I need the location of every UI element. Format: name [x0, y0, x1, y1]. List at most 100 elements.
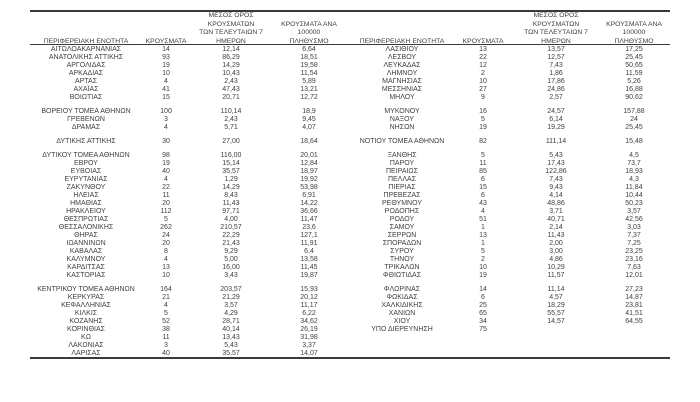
- cases-cell: 93: [162, 54, 170, 61]
- region-group: ΔΥΤΙΚΟΥ ΤΟΜΕΑ ΑΘΗΝΩΝ 98 116,00 20,01 ΕΒΡΟΥ 19…: [30, 152, 346, 280]
- per-100k-cell: 4,5: [629, 152, 639, 159]
- per-100k-cell: 11,54: [300, 70, 318, 77]
- region-cell: ΚΕΦΑΛΛΗΝΙΑΣ: [61, 302, 111, 309]
- per-100k-cell: 90,62: [625, 94, 643, 101]
- per-100k-cell: 18,97: [300, 168, 318, 175]
- region-cell: ΑΧΑΪΑΣ: [73, 86, 99, 93]
- cases-cell: 4: [164, 124, 168, 131]
- avg-7day-cell: 16,00: [222, 264, 240, 271]
- cases-cell: 8: [164, 248, 168, 255]
- cases-cell: 24: [162, 232, 170, 239]
- avg-7day-cell: 3,43: [224, 272, 238, 279]
- table-row: ΔΥΤΙΚΟΥ ΤΟΜΕΑ ΑΘΗΝΩΝ 98 116,00 20,01: [30, 152, 346, 160]
- per-100k-cell: 15,48: [625, 138, 643, 145]
- avg-7day-cell: 15,14: [222, 160, 240, 167]
- cases-cell: 10: [162, 70, 170, 77]
- cases-cell: 4: [481, 208, 485, 215]
- avg-7day-cell: 19,29: [547, 124, 565, 131]
- region-cell: ΛΕΣΒΟΥ: [387, 54, 417, 61]
- region-cell: ΧΙΟΥ: [393, 318, 411, 325]
- table-row: ΝΗΣΩΝ 19 19,29 25,45: [352, 124, 670, 132]
- column-header-avg7days: ΜΕΣΟΣ ΟΡΟΣ ΚΡΟΥΣΜΑΤΩΝ ΤΩΝ ΤΕΛΕΥΤΑΙΩΝ 7 Η…: [514, 12, 598, 46]
- region-group: ΦΛΩΡΙΝΑΣ 14 11,14 27,23 ΦΩΚΙΔΑΣ 6 4,57 14,87 ΧΑΛ…: [352, 286, 670, 334]
- cases-cell: 13: [162, 264, 170, 271]
- avg-7day-cell: 5,00: [224, 256, 238, 263]
- region-cell: ΙΩΑΝΝΙΝΩΝ: [66, 240, 106, 247]
- table-row: ΕΥΡΥΤΑΝΙΑΣ 4 1,29 19,92: [30, 176, 346, 184]
- column-header-cases-label: ΚΡΟΥΣΜΑΤΑ: [462, 37, 504, 45]
- per-100k-cell: 41,51: [625, 310, 643, 317]
- region-cell: ΝΟΤΙΟΥ ΤΟΜΕΑ ΑΘΗΝΩΝ: [359, 138, 445, 145]
- region-cell: ΣΕΡΡΩΝ: [387, 232, 417, 239]
- per-100k-cell: 27,23: [625, 286, 643, 293]
- table-row: ΚΑΛΥΜΝΟΥ 4 5,00 13,58: [30, 256, 346, 264]
- avg-7day-cell: 2,14: [549, 224, 563, 231]
- cases-cell: 3: [164, 116, 168, 123]
- cases-cell: 262: [160, 224, 172, 231]
- region-cell: ΚΑΛΥΜΝΟΥ: [66, 256, 106, 263]
- avg-7day-cell: 55,57: [547, 310, 565, 317]
- cases-cell: 12: [479, 62, 487, 69]
- per-100k-cell: 6,64: [302, 46, 316, 53]
- per-100k-cell: 20,01: [300, 152, 318, 159]
- region-cell: ΜΗΛΟΥ: [389, 94, 415, 101]
- avg-7day-cell: 7,43: [549, 62, 563, 69]
- region-cell: ΑΡΤΑΣ: [74, 78, 98, 85]
- column-header-per100k: ΚΡΟΥΣΜΑΤΑ ΑΝΑ 100000 ΠΛΗΘΥΣΜΟ: [272, 21, 346, 47]
- table-header-left: ΠΕΡΙΦΕΡΕΙΑΚΗ ΕΝΟΤΗΤΑ ΚΡΟΥΣΜΑΤΑ ΜΕΣΟΣ ΟΡΟ…: [30, 12, 346, 47]
- per-100k-cell: 53,98: [300, 184, 318, 191]
- table-row: ΛΕΣΒΟΥ 22 12,57 25,45: [352, 54, 670, 62]
- avg-header-line3: ΗΜΕΡΩΝ: [541, 37, 571, 45]
- cases-cell: 5: [164, 216, 168, 223]
- table-row: ΛΕΥΚΑΔΑΣ 12 7,43 50,65: [352, 62, 670, 70]
- region-cell: ΔΡΑΜΑΣ: [71, 124, 101, 131]
- cases-cell: 34: [479, 318, 487, 325]
- table-row: ΔΥΤΙΚΗΣ ΑΤΤΙΚΗΣ 30 27,00 18,64: [30, 138, 346, 146]
- per-100k-cell: 14,87: [625, 294, 643, 301]
- region-cell: ΚΩ: [81, 334, 91, 341]
- cases-cell: 20: [162, 240, 170, 247]
- avg-7day-cell: 5,43: [549, 152, 563, 159]
- avg-7day-cell: 13,43: [222, 334, 240, 341]
- regional-units-table-right: ΠΕΡΙΦΕΡΕΙΑΚΗ ΕΝΟΤΗΤΑ ΚΡΟΥΣΜΑΤΑ ΜΕΣΟΣ ΟΡΟ…: [352, 12, 670, 334]
- avg-7day-cell: 18,29: [547, 302, 565, 309]
- column-header-cases-label: ΚΡΟΥΣΜΑΤΑ: [145, 37, 187, 45]
- avg-7day-cell: 21,43: [222, 240, 240, 247]
- table-row: ΡΕΘΥΜΝΟΥ 43 48,86 50,23: [352, 200, 670, 208]
- region-cell: ΒΟΙΩΤΙΑΣ: [69, 94, 103, 101]
- region-cell: ΔΥΤΙΚΟΥ ΤΟΜΕΑ ΑΘΗΝΩΝ: [42, 152, 130, 159]
- region-cell: ΗΛΕΙΑΣ: [73, 192, 99, 199]
- table-header-right: ΠΕΡΙΦΕΡΕΙΑΚΗ ΕΝΟΤΗΤΑ ΚΡΟΥΣΜΑΤΑ ΜΕΣΟΣ ΟΡΟ…: [352, 12, 670, 46]
- cases-cell: 14: [162, 46, 170, 53]
- avg-7day-cell: 5,71: [224, 124, 238, 131]
- table-row: ΣΠΟΡΑΔΩΝ 1 2,00 7,25: [352, 240, 670, 248]
- per-100k-cell: 24: [630, 116, 638, 123]
- avg-7day-cell: 10,43: [222, 70, 240, 77]
- region-cell: ΚΑΣΤΟΡΙΑΣ: [66, 272, 106, 279]
- region-cell: ΑΝΑΤΟΛΙΚΗΣ ΑΤΤΙΚΗΣ: [48, 54, 124, 61]
- avg-7day-cell: 3,71: [549, 208, 563, 215]
- table-bottom-border: [30, 357, 670, 359]
- table-row: ΓΡΕΒΕΝΩΝ 3 2,43 9,45: [30, 116, 346, 124]
- per-100k-cell: 42,56: [625, 216, 643, 223]
- table-row: ΘΕΣΠΡΩΤΙΑΣ 5 4,00 11,47: [30, 216, 346, 224]
- cases-cell: 4: [164, 302, 168, 309]
- table-row: ΒΟΡΕΙΟΥ ΤΟΜΕΑ ΑΘΗΝΩΝ 100 110,14 18,9: [30, 108, 346, 116]
- cases-cell: 1: [481, 224, 485, 231]
- avg-7day-cell: 12,57: [547, 54, 565, 61]
- region-cell: ΜΑΓΝΗΣΙΑΣ: [382, 78, 422, 85]
- avg-7day-cell: 22,29: [222, 232, 240, 239]
- region-cell: ΦΘΙΩΤΙΔΑΣ: [382, 272, 422, 279]
- avg-7day-cell: 17,43: [547, 160, 565, 167]
- table-row: ΚΕΡΚΥΡΑΣ 21 21,29 20,12: [30, 294, 346, 302]
- table-row: ΣΥΡΟΥ 5 3,00 23,25: [352, 248, 670, 256]
- region-cell: ΑΡΚΑΔΙΑΣ: [68, 70, 104, 77]
- region-cell: ΧΑΛΚΙΔΙΚΗΣ: [381, 302, 423, 309]
- table-row: ΑΡΚΑΔΙΑΣ 10 10,43 11,54: [30, 70, 346, 78]
- avg-7day-cell: 35,57: [222, 168, 240, 175]
- per-100k-cell: 3,03: [627, 224, 641, 231]
- avg-7day-cell: 4,00: [224, 216, 238, 223]
- table-row: ΜΑΓΝΗΣΙΑΣ 10 17,86 5,26: [352, 78, 670, 86]
- avg-7day-cell: 210,57: [220, 224, 242, 231]
- per-100k-cell: 14,22: [300, 200, 318, 207]
